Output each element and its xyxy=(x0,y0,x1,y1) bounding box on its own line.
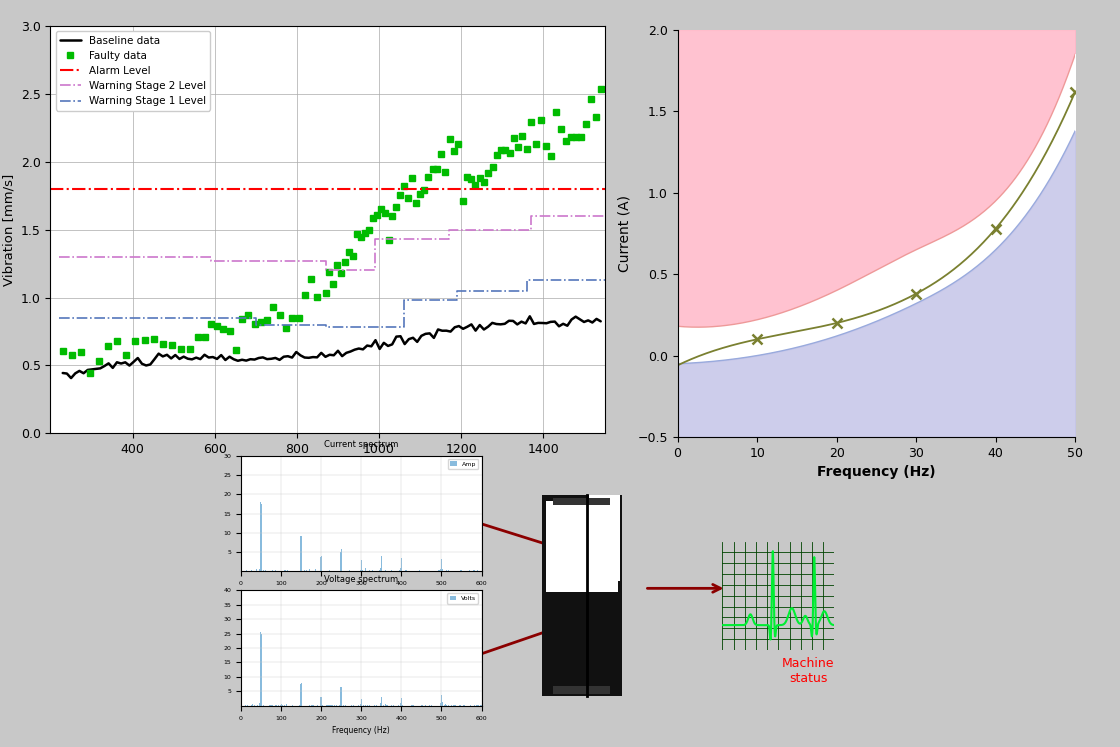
Faulty data xyxy=(223,326,236,335)
Y-axis label: Vibration [mm/s]: Vibration [mm/s] xyxy=(2,173,16,286)
Title: Current spectrum: Current spectrum xyxy=(324,440,399,450)
Bar xyxy=(553,498,610,505)
Warning Stage 1 Level xyxy=(249,320,262,329)
Warning Stage 2 Level xyxy=(204,252,217,261)
Y-axis label: Current (A): Current (A) xyxy=(618,195,632,272)
Warning Stage 2 Level xyxy=(442,226,456,235)
Warning Stage 1 Level xyxy=(450,296,464,305)
Warning Stage 1 Level xyxy=(319,320,333,329)
Baseline data xyxy=(290,347,304,356)
Line: Baseline data: Baseline data xyxy=(63,316,600,378)
Warning Stage 2 Level xyxy=(598,211,612,220)
Title: Voltage spectrum: Voltage spectrum xyxy=(324,574,399,584)
Legend: Volts: Volts xyxy=(447,593,478,604)
Warning Stage 2 Level xyxy=(52,252,65,261)
Warning Stage 2 Level xyxy=(442,235,456,244)
Baseline data xyxy=(523,311,536,320)
Text: Machine
status: Machine status xyxy=(782,657,834,685)
Baseline data xyxy=(56,368,69,377)
X-axis label: Speed [rpm]: Speed [rpm] xyxy=(274,462,381,477)
Warning Stage 1 Level xyxy=(396,296,410,305)
Faulty data xyxy=(56,347,69,356)
Baseline data xyxy=(482,322,495,331)
Line: Faulty data: Faulty data xyxy=(60,87,604,376)
Bar xyxy=(545,501,618,592)
Legend: Amp: Amp xyxy=(448,459,478,469)
X-axis label: Frequency (Hz): Frequency (Hz) xyxy=(818,465,935,480)
Warning Stage 1 Level xyxy=(319,323,333,332)
Line: Warning Stage 2 Level: Warning Stage 2 Level xyxy=(58,216,605,270)
Warning Stage 1 Level xyxy=(450,286,464,295)
Warning Stage 2 Level xyxy=(319,256,333,265)
Warning Stage 1 Level xyxy=(396,323,410,332)
Bar xyxy=(542,495,622,696)
Faulty data xyxy=(559,136,572,145)
Baseline data xyxy=(456,324,469,333)
Legend: Baseline data, Faulty data, Alarm Level, Warning Stage 2 Level, Warning Stage 1 : Baseline data, Faulty data, Alarm Level,… xyxy=(56,31,211,111)
Line: Warning Stage 1 Level: Warning Stage 1 Level xyxy=(58,280,605,327)
Warning Stage 1 Level xyxy=(52,314,65,323)
Baseline data xyxy=(414,332,428,341)
Warning Stage 1 Level xyxy=(520,276,533,285)
Warning Stage 2 Level xyxy=(524,226,538,235)
Bar xyxy=(553,686,610,694)
Faulty data xyxy=(248,320,261,329)
Faulty data xyxy=(385,211,399,220)
Faulty data xyxy=(83,368,96,377)
Baseline data xyxy=(64,374,77,382)
Warning Stage 1 Level xyxy=(520,286,533,295)
Bar xyxy=(588,495,620,581)
Baseline data xyxy=(206,353,220,362)
Baseline data xyxy=(594,317,607,326)
X-axis label: Frequency (Hz): Frequency (Hz) xyxy=(333,592,390,601)
Warning Stage 1 Level xyxy=(249,314,262,323)
Warning Stage 2 Level xyxy=(319,266,333,275)
Warning Stage 2 Level xyxy=(368,266,382,275)
Faulty data xyxy=(418,185,431,194)
Warning Stage 1 Level xyxy=(598,276,612,285)
Faulty data xyxy=(594,84,607,93)
X-axis label: Frequency (Hz): Frequency (Hz) xyxy=(333,726,390,735)
Warning Stage 2 Level xyxy=(368,235,382,244)
Warning Stage 2 Level xyxy=(524,211,538,220)
Faulty data xyxy=(575,132,588,141)
Warning Stage 2 Level xyxy=(204,256,217,265)
Baseline data xyxy=(339,348,353,357)
